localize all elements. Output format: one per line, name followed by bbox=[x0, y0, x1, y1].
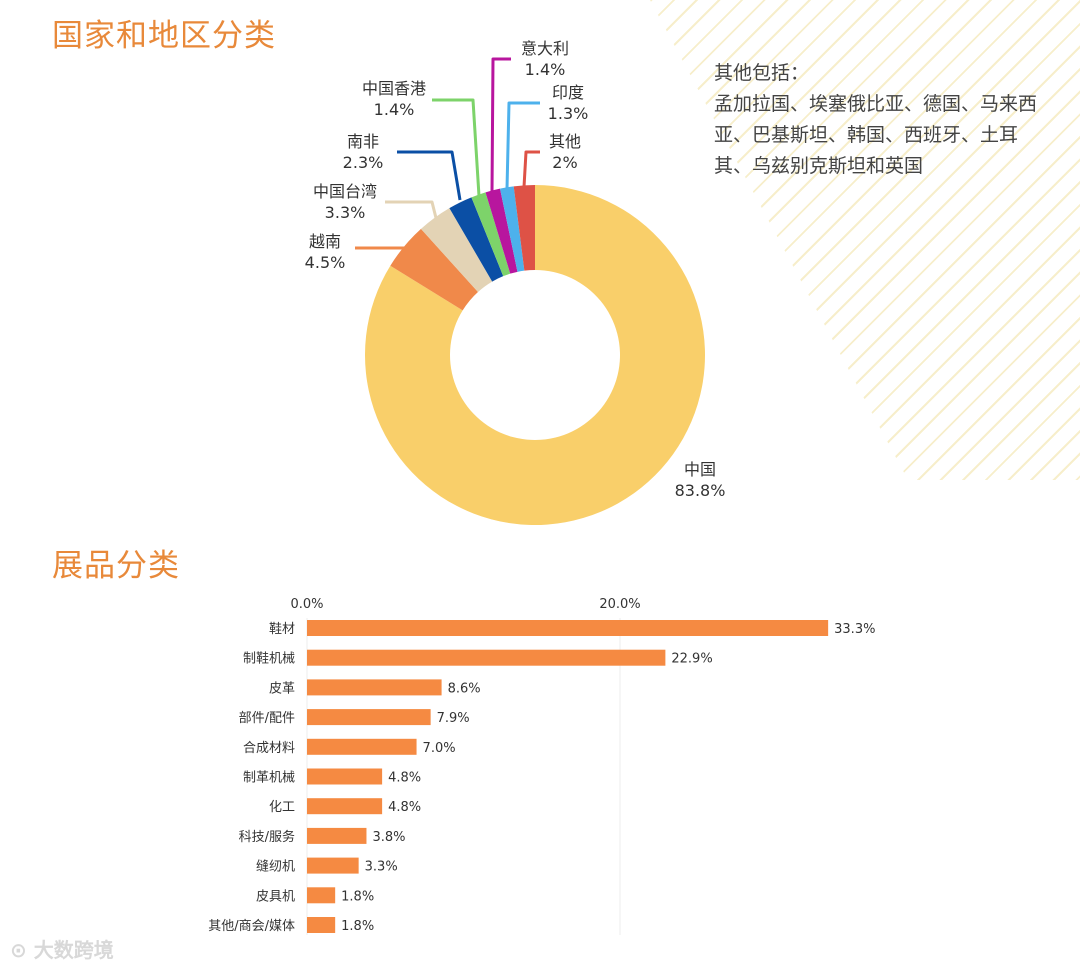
exhibits-title: 展品分类 bbox=[52, 548, 180, 584]
value-label: 1.8% bbox=[341, 889, 374, 904]
bar bbox=[307, 917, 336, 933]
donut-slice bbox=[500, 186, 525, 272]
category-label: 制革机械 bbox=[243, 771, 295, 786]
leader-line bbox=[385, 200, 439, 223]
regions-title: 国家和地区分类 bbox=[52, 18, 276, 54]
slice-label: 其他 bbox=[549, 132, 581, 151]
others-note-heading: 其他包括： bbox=[714, 62, 810, 84]
slice-value: 3.3% bbox=[325, 203, 366, 222]
bar bbox=[307, 768, 383, 785]
slice-value: 1.3% bbox=[548, 104, 589, 123]
leader-line bbox=[522, 150, 540, 188]
donut-slice bbox=[365, 185, 706, 526]
x-tick-label: 20.0% bbox=[599, 597, 640, 612]
watermark-icon: ⊙ bbox=[10, 938, 34, 962]
slice-label: 越南 bbox=[309, 232, 341, 251]
bar bbox=[307, 709, 431, 726]
value-label: 33.3% bbox=[834, 622, 875, 637]
bar bbox=[307, 798, 383, 815]
watermark-text: 大数跨境 bbox=[33, 938, 114, 962]
value-label: 1.8% bbox=[341, 919, 374, 934]
donut-slice bbox=[449, 197, 504, 282]
leader-line bbox=[397, 150, 462, 201]
others-note: 其他包括： 孟加拉国、埃塞俄比亚、德国、马来西亚、巴基斯坦、韩国、西班牙、土耳其… bbox=[714, 58, 1044, 182]
others-note-text: 孟加拉国、埃塞俄比亚、德国、马来西亚、巴基斯坦、韩国、西班牙、土耳其、乌兹别克斯… bbox=[714, 93, 1038, 177]
category-label: 其他/商会/媒体 bbox=[208, 919, 295, 934]
value-label: 7.0% bbox=[423, 741, 456, 756]
bar bbox=[307, 649, 666, 666]
bar bbox=[307, 887, 336, 904]
category-label: 缝纫机 bbox=[256, 860, 295, 875]
category-label: 皮革 bbox=[269, 681, 295, 696]
slice-label: 印度 bbox=[552, 83, 584, 102]
donut-slice bbox=[390, 228, 478, 311]
donut-slice bbox=[420, 208, 493, 292]
bar bbox=[307, 827, 367, 844]
x-tick-label: 0.0% bbox=[290, 597, 323, 612]
slice-label: 中国香港 bbox=[362, 79, 426, 98]
leader-line bbox=[490, 57, 511, 193]
bar bbox=[307, 679, 442, 696]
value-label: 7.9% bbox=[437, 711, 470, 726]
value-label: 8.6% bbox=[448, 681, 481, 696]
slice-value: 1.4% bbox=[374, 100, 415, 119]
slice-value: 1.4% bbox=[525, 60, 566, 79]
value-label: 22.9% bbox=[671, 652, 712, 667]
value-label: 4.8% bbox=[388, 800, 421, 815]
category-label: 部件/配件 bbox=[239, 711, 295, 726]
category-label: 皮具机 bbox=[256, 889, 295, 904]
donut-slice bbox=[485, 188, 518, 274]
slice-value: 2.3% bbox=[343, 153, 384, 172]
category-label: 合成材料 bbox=[243, 741, 295, 756]
category-label: 鞋材 bbox=[269, 621, 295, 637]
leader-line bbox=[432, 98, 481, 197]
leader-line bbox=[505, 101, 540, 190]
slice-label: 南非 bbox=[347, 132, 379, 151]
value-label: 3.8% bbox=[372, 830, 405, 845]
value-label: 4.8% bbox=[388, 771, 421, 786]
value-label: 3.3% bbox=[365, 860, 398, 875]
watermark: ⊙ 大数跨境 bbox=[10, 934, 114, 963]
category-label: 化工 bbox=[269, 800, 295, 815]
slice-label: 意大利 bbox=[521, 39, 569, 58]
slice-value: 2% bbox=[552, 153, 577, 172]
slice-label: 中国 bbox=[684, 460, 716, 479]
slice-value: 83.8% bbox=[675, 481, 726, 500]
slice-value: 4.5% bbox=[305, 253, 346, 272]
bar bbox=[307, 738, 417, 755]
bar bbox=[307, 857, 359, 874]
category-label: 制鞋机械 bbox=[243, 651, 295, 667]
bar bbox=[307, 620, 829, 636]
slice-label: 中国台湾 bbox=[313, 182, 377, 201]
donut-slice bbox=[513, 185, 535, 271]
category-label: 科技/服务 bbox=[239, 829, 295, 845]
donut-slice bbox=[471, 192, 511, 277]
